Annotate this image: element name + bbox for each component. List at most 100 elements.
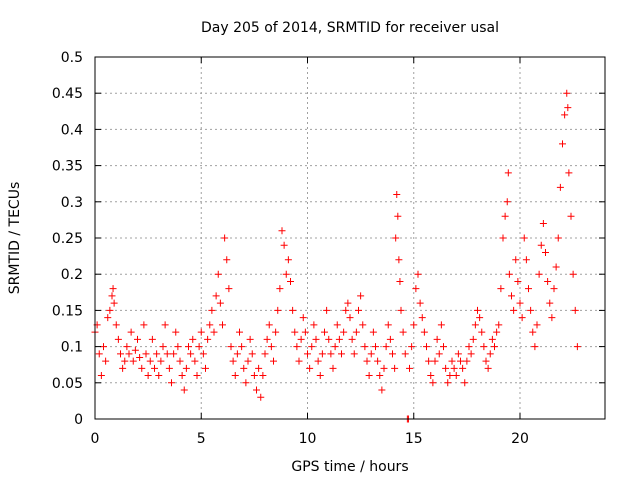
data-point [429,379,437,387]
data-point [308,343,316,351]
grid [95,57,605,419]
data-point [452,372,460,380]
data-point [106,306,114,314]
data-point [110,299,118,307]
data-point [565,169,573,177]
data-point [257,393,265,401]
data-point [331,343,339,351]
data-point [185,343,192,351]
data-point [382,343,390,351]
data-point [240,364,248,372]
data-point [380,364,388,372]
data-point [119,364,127,372]
data-point [480,343,488,351]
data-point [168,379,175,387]
data-point [346,314,354,322]
data-point [342,306,350,314]
data-point [134,335,141,343]
data-point [138,364,146,372]
data-point [386,335,394,343]
data-point [573,343,581,351]
data-point [263,335,271,343]
data-point [444,379,452,387]
data-point [146,357,154,365]
data-point [433,335,441,343]
data-point [454,350,462,358]
data-point [484,364,492,372]
data-point [223,256,231,264]
data-point [563,89,571,97]
data-point [391,364,399,372]
data-point [463,357,471,365]
data-point [378,386,386,394]
data-point [478,328,486,336]
data-point [123,343,131,351]
y-axis-label: SRMTID / TECUs [7,182,23,295]
data-point [552,263,560,271]
data-point [127,328,135,336]
data-point [569,270,577,278]
data-point [410,321,418,329]
data-point [374,357,382,365]
data-point [295,357,303,365]
data-point [503,198,511,206]
data-point [310,321,318,329]
data-point [297,335,305,343]
y-tick-label: 0.35 [52,159,83,175]
data-point [242,379,250,387]
data-point [355,306,362,314]
data-point [182,364,190,372]
data-point [178,372,186,380]
data-point [335,335,343,343]
data-point [312,335,320,343]
data-point [174,343,182,351]
data-point [276,285,284,293]
data-point [497,285,505,293]
data-point [159,343,167,351]
data-point [544,277,552,285]
data-point [140,321,148,329]
data-point [97,372,105,380]
data-point [510,306,518,314]
data-point [571,306,579,314]
data-point [270,357,277,365]
data-point [278,227,286,235]
data-point [229,357,237,365]
data-point [338,350,345,358]
data-point [469,335,477,343]
data-point [361,343,369,351]
data-point [187,350,195,358]
data-point [406,364,413,372]
x-tick-label: 5 [197,431,206,447]
data-point [408,343,416,351]
data-point [440,343,447,351]
data-point [195,343,203,351]
data-point [261,350,269,358]
axis-ticks: 0 0.05 0.1 0.15 0.2 0.25 0.3 0.35 0.4 0.45 0.5 0 5 10… [52,50,605,447]
data-point [214,270,222,278]
data-point [457,357,464,365]
x-tick-label: 15 [405,431,423,447]
data-point [556,183,564,191]
x-tick-label: 10 [299,431,317,447]
data-point [448,357,456,365]
data-point [109,285,117,293]
data-point [227,343,235,351]
data-point [233,350,241,358]
data-point [389,350,396,358]
data-point [314,357,322,365]
data-point [253,386,260,394]
data-point [102,357,110,365]
data-point [323,306,331,314]
data-point [363,357,371,365]
data-point [165,364,173,372]
data-point [293,343,301,351]
data-point [284,256,292,264]
data-point [112,321,120,329]
data-point [437,321,445,329]
data-point [246,335,254,343]
data-point [206,321,214,329]
data-point [231,372,239,380]
data-point [100,343,107,351]
data-point [125,350,133,358]
